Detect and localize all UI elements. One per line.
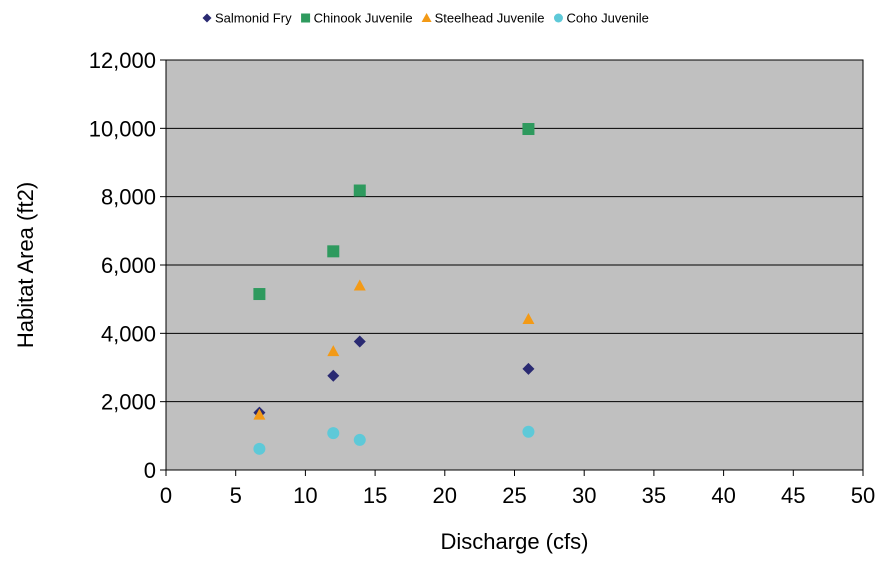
y-tick-label: 4,000: [101, 321, 156, 346]
y-tick-label: 2,000: [101, 390, 156, 415]
legend-label-coho-juvenile: Coho Juvenile: [566, 11, 648, 26]
y-tick-label: 8,000: [101, 185, 156, 210]
coho-juvenile-point: [253, 443, 265, 455]
y-axis-title: Habitat Area (ft2): [13, 182, 38, 348]
legend-label-salmonid-fry: Salmonid Fry: [215, 11, 292, 26]
chinook-juvenile-point: [522, 123, 534, 135]
x-tick-label: 50: [851, 483, 875, 508]
x-tick-label: 10: [293, 483, 317, 508]
legend-marker-coho-juvenile: [554, 14, 563, 23]
coho-juvenile-point: [354, 434, 366, 446]
x-tick-label: 45: [781, 483, 805, 508]
y-tick-label: 0: [144, 458, 156, 483]
legend-marker-steelhead-juvenile: [422, 13, 432, 22]
x-tick-label: 15: [363, 483, 387, 508]
legend-label-steelhead-juvenile: Steelhead Juvenile: [435, 11, 545, 26]
x-tick-label: 40: [711, 483, 735, 508]
y-tick-label: 6,000: [101, 253, 156, 278]
x-axis-title: Discharge (cfs): [441, 529, 589, 554]
x-tick-label: 25: [502, 483, 526, 508]
y-tick-label: 10,000: [89, 116, 156, 141]
legend-marker-salmonid-fry: [203, 14, 212, 23]
x-tick-label: 5: [230, 483, 242, 508]
x-tick-label: 30: [572, 483, 596, 508]
chinook-juvenile-point: [327, 245, 339, 257]
x-tick-label: 35: [642, 483, 666, 508]
legend: Salmonid Fry Chinook Juvenile Steelhead Ju…: [203, 11, 649, 26]
legend-label-chinook-juvenile: Chinook Juvenile: [314, 11, 413, 26]
chinook-juvenile-point: [253, 288, 265, 300]
coho-juvenile-point: [327, 427, 339, 439]
x-tick-label: 0: [160, 483, 172, 508]
legend-marker-chinook-juvenile: [301, 14, 310, 23]
chinook-juvenile-point: [354, 185, 366, 197]
y-tick-label: 12,000: [89, 48, 156, 73]
coho-juvenile-point: [522, 426, 534, 438]
x-tick-label: 20: [433, 483, 457, 508]
